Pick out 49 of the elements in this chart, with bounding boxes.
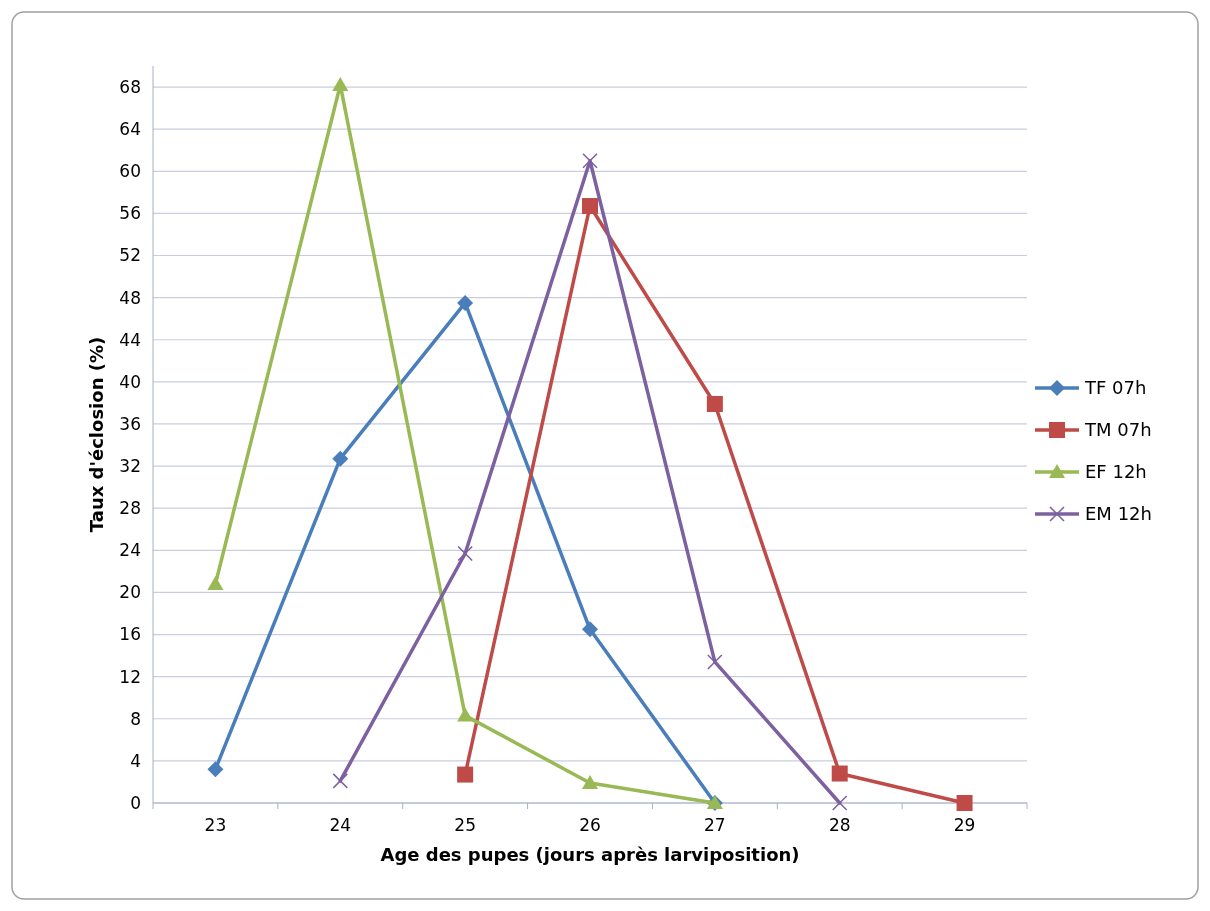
point [582,621,598,638]
y-tick-label: 8 [130,708,141,729]
y-tick-label: 44 [119,329,141,350]
point [332,773,349,789]
point [457,766,474,783]
y-tick-label: 40 [119,371,141,392]
y-tick-label: 68 [119,77,141,98]
point [831,795,848,811]
y-tick-label: 32 [119,456,141,477]
point [457,545,473,562]
point [582,198,598,215]
y-tick-label: 60 [119,161,141,182]
x-tick-label: 26 [579,815,601,835]
point [207,761,224,778]
x-tick-label: 27 [704,815,726,835]
point [332,450,349,467]
y-tick-label: 12 [119,666,141,687]
y-tick-label: 48 [119,287,141,308]
y-tick-label: 24 [119,540,141,561]
point [956,795,973,811]
y-tick-label: 4 [130,750,141,771]
legend-label: EM 12h [1085,503,1152,525]
point [332,76,349,91]
point [582,775,598,789]
point [207,576,224,591]
y-axis-title: Taux d'éclosion (%) [86,336,107,533]
y-tick-label: 36 [119,413,141,434]
point [457,294,474,311]
x-tick-label: 29 [953,815,976,835]
y-tick-label: 0 [130,792,141,813]
point [582,153,598,169]
y-tick-label: 56 [119,203,141,224]
legend-label: TF 07h [1084,377,1147,399]
y-tick-label: 20 [119,582,141,603]
legend-label: TM 07h [1084,419,1152,441]
y-tick-label: 16 [119,624,141,645]
y-tick-label: 64 [119,119,141,140]
x-axis-title: Age des pupes (jours après larviposition) [380,844,800,865]
point [831,765,848,782]
x-tick-label: 28 [828,815,851,835]
x-tick-label: 25 [454,815,476,835]
x-tick-label: 23 [204,815,227,835]
x-tick-label: 24 [329,815,352,835]
point [706,395,723,412]
y-tick-label: 52 [119,245,141,266]
point [707,654,723,670]
point [457,707,474,722]
legend-label: EF 12h [1085,461,1147,483]
y-tick-label: 28 [119,498,141,519]
